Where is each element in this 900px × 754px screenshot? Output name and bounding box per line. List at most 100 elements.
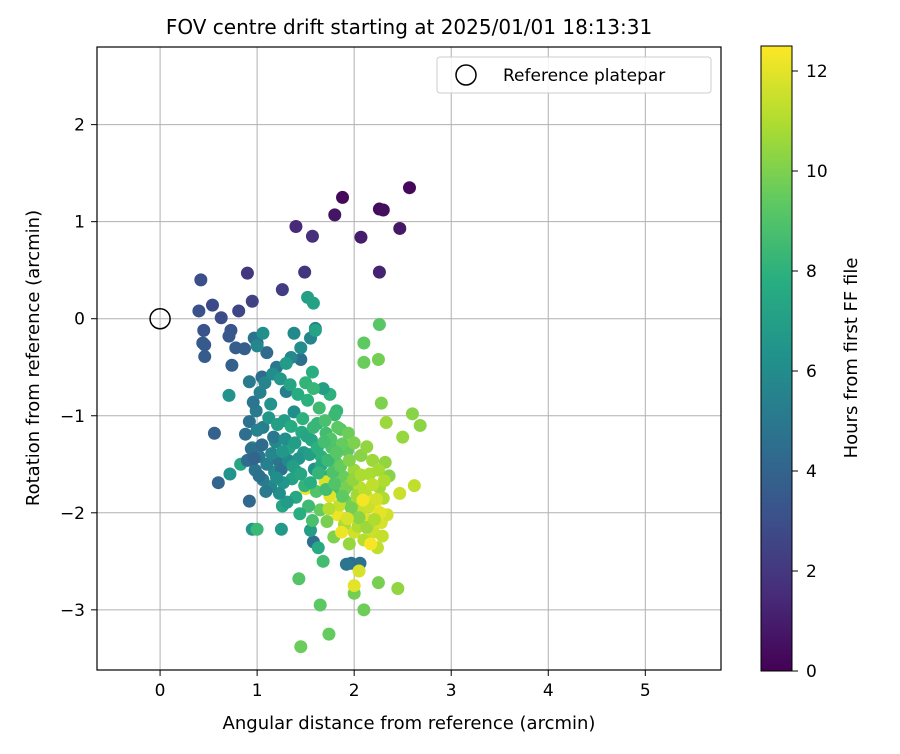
colorbar-ticks: 0 2 4 6 8 10 12 — [792, 62, 828, 682]
data-point — [211, 476, 225, 490]
data-point — [328, 208, 342, 222]
data-point — [371, 576, 385, 590]
data-point — [330, 446, 344, 460]
colorbar-tick-label: 8 — [806, 262, 817, 282]
data-point — [246, 395, 260, 409]
data-point — [265, 447, 279, 461]
data-point — [294, 352, 308, 366]
data-points — [192, 181, 427, 654]
data-point — [320, 515, 334, 529]
data-point — [300, 429, 314, 443]
data-point — [393, 221, 407, 235]
data-point — [223, 467, 237, 481]
y-tick-label: 1 — [74, 213, 85, 233]
data-point — [377, 474, 391, 488]
data-point — [250, 339, 264, 353]
y-tick-label: −3 — [60, 601, 85, 621]
data-point — [292, 572, 306, 586]
data-point — [273, 372, 287, 386]
data-point — [336, 489, 350, 503]
x-axis-ticks: 0 1 2 3 4 5 — [155, 670, 651, 701]
data-point — [396, 430, 410, 444]
data-point — [335, 525, 349, 539]
data-point — [205, 298, 219, 312]
legend-open-circle-icon — [455, 64, 477, 86]
data-point — [366, 453, 380, 467]
data-point — [222, 388, 236, 402]
data-point — [222, 329, 236, 343]
data-point — [194, 273, 208, 287]
data-point — [357, 355, 371, 369]
data-point — [313, 598, 327, 612]
data-point — [270, 471, 284, 485]
data-point — [316, 382, 330, 396]
data-point — [354, 468, 368, 482]
data-point — [275, 283, 289, 297]
y-axis-ticks: −3 −2 −1 0 1 2 — [60, 116, 97, 621]
data-point — [197, 323, 211, 337]
data-point — [238, 342, 252, 356]
data-point — [340, 512, 354, 526]
data-point — [279, 356, 293, 370]
data-point — [354, 230, 368, 244]
data-point — [288, 436, 302, 450]
data-point — [322, 502, 336, 516]
data-point — [306, 296, 320, 310]
data-point — [312, 401, 326, 415]
data-point — [369, 492, 383, 506]
data-point — [245, 294, 259, 308]
colorbar-tick-label: 6 — [806, 362, 817, 382]
data-point — [371, 463, 385, 477]
data-point — [352, 511, 366, 525]
data-point — [342, 537, 356, 551]
data-point — [321, 453, 335, 467]
x-axis-label: Angular distance from reference (arcmin) — [223, 713, 596, 734]
data-point — [238, 427, 252, 441]
data-point — [342, 453, 356, 467]
data-point — [260, 346, 274, 360]
data-point — [283, 378, 297, 392]
data-point — [267, 430, 281, 444]
colorbar-tick-label: 2 — [806, 562, 817, 582]
data-point — [357, 603, 371, 617]
y-tick-label: −2 — [60, 504, 85, 524]
data-point — [250, 423, 264, 437]
legend-label-reference-platepar: Reference platepar — [503, 66, 665, 86]
data-point — [247, 451, 261, 465]
x-tick-label: 5 — [640, 681, 651, 701]
data-point — [271, 417, 285, 431]
data-point — [405, 407, 419, 421]
data-point — [336, 190, 350, 204]
data-point — [301, 393, 315, 407]
data-point — [242, 415, 256, 429]
data-point — [287, 405, 301, 419]
data-point — [366, 478, 380, 492]
data-point — [258, 376, 272, 390]
colorbar-tick-label: 0 — [806, 662, 817, 682]
data-point — [262, 411, 276, 425]
data-point — [331, 420, 345, 434]
data-point — [364, 537, 378, 551]
data-point — [347, 579, 361, 593]
data-point — [305, 514, 319, 528]
data-point — [214, 311, 228, 325]
chart-title: FOV centre drift starting at 2025/01/01 … — [166, 15, 652, 39]
reference-platepar-marker — [149, 307, 171, 330]
y-tick-label: 0 — [74, 310, 85, 330]
y-axis-label: Rotation from reference (arcmin) — [23, 210, 44, 506]
data-point — [289, 220, 303, 234]
data-point — [274, 522, 288, 536]
data-point — [357, 336, 371, 350]
data-point — [232, 304, 246, 318]
data-point — [252, 469, 266, 483]
data-point — [393, 486, 407, 500]
data-point — [372, 265, 386, 279]
data-point — [240, 266, 254, 280]
data-point — [303, 523, 317, 537]
data-point — [303, 476, 317, 490]
colorbar-tick-label: 12 — [806, 62, 828, 82]
data-point — [316, 554, 330, 568]
data-point — [264, 397, 278, 411]
x-tick-label: 0 — [155, 681, 166, 701]
